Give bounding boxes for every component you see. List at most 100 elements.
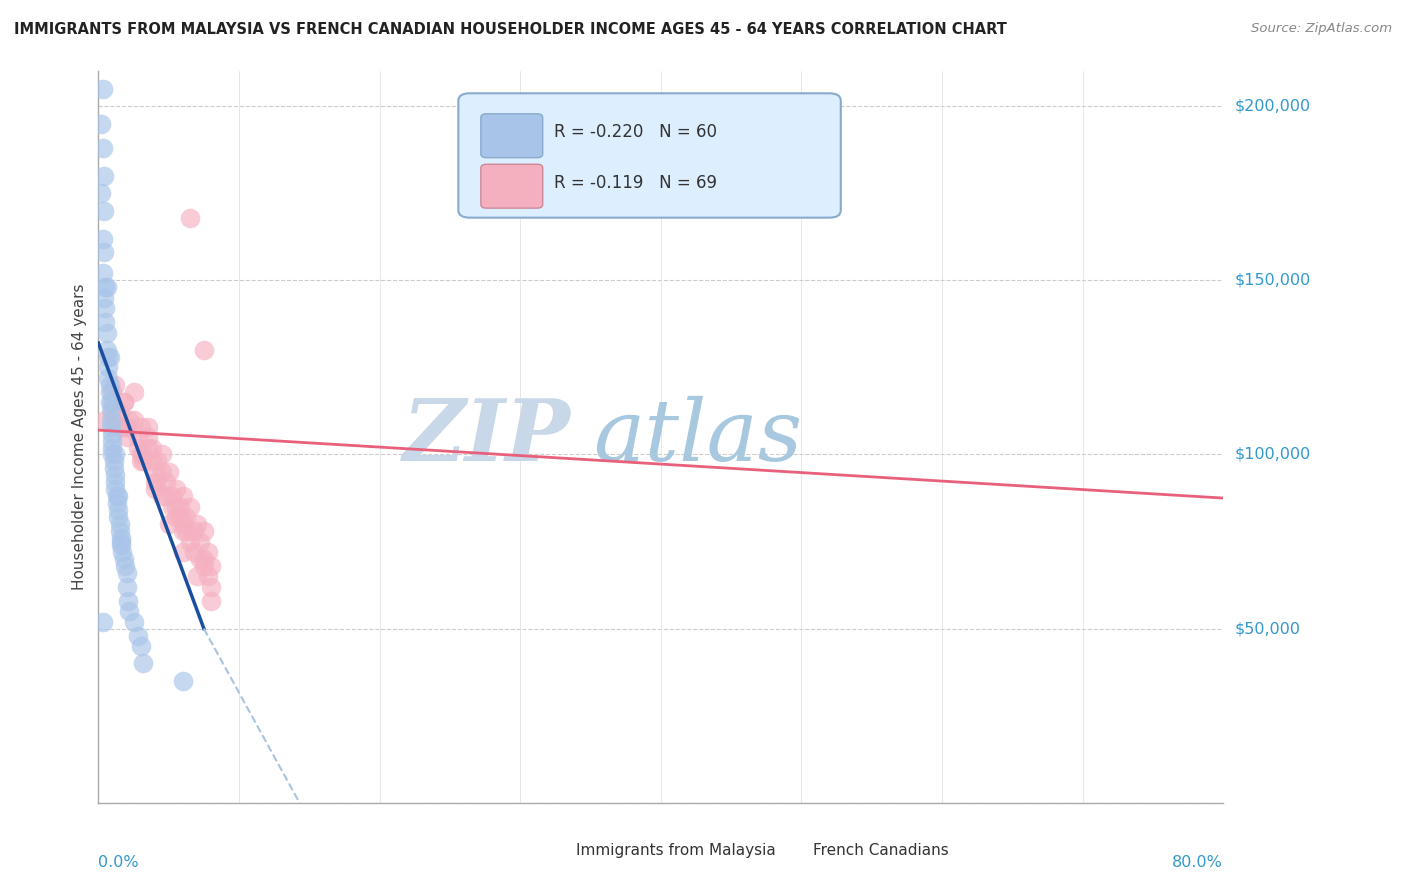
Point [132,448,155,462]
Point [129,419,152,434]
Point [200,580,222,594]
Point [105,489,128,503]
Point [97,350,120,364]
Point [136,419,159,434]
Point [105,496,128,510]
Point [104,377,127,392]
Point [122,615,145,629]
Text: R = -0.119   N = 69: R = -0.119 N = 69 [554,174,717,192]
Point [114,558,136,573]
FancyBboxPatch shape [481,114,543,158]
Text: Immigrants from Malaysia: Immigrants from Malaysia [576,843,776,858]
Point [193,343,215,357]
Point [129,454,152,468]
Text: Source: ZipAtlas.com: Source: ZipAtlas.com [1251,22,1392,36]
Point [143,483,166,497]
Point [107,510,129,524]
Point [188,552,211,566]
Point [183,524,205,538]
Text: $100,000: $100,000 [1234,447,1310,462]
Point [150,489,173,503]
Point [165,483,187,497]
Point [183,545,205,559]
Point [172,524,194,538]
Point [172,517,194,532]
Point [108,406,131,420]
Point [94,301,117,316]
FancyBboxPatch shape [458,94,841,218]
Point [146,454,169,468]
Point [96,343,118,357]
Point [90,186,112,201]
Point [101,406,124,420]
Point [200,594,222,608]
Point [157,517,180,532]
FancyBboxPatch shape [481,164,543,208]
Text: $150,000: $150,000 [1234,273,1310,288]
Point [110,531,132,545]
Point [155,475,177,490]
Point [115,566,138,580]
Point [111,545,134,559]
Point [169,500,191,514]
Point [98,384,121,399]
Point [93,245,115,260]
Point [98,377,121,392]
Point [93,203,115,218]
Point [115,419,138,434]
Point [150,465,173,479]
Point [155,489,177,503]
Point [101,434,124,448]
Point [94,315,117,329]
Point [174,510,197,524]
Point [104,483,127,497]
Text: $200,000: $200,000 [1234,99,1310,113]
Point [97,360,120,375]
Point [122,384,145,399]
Point [91,231,114,245]
Point [197,545,219,559]
Point [179,534,201,549]
Point [143,475,166,490]
Text: 0.0%: 0.0% [98,855,139,870]
FancyBboxPatch shape [529,837,571,869]
Point [165,510,187,524]
Point [193,524,215,538]
Point [104,468,127,483]
Point [118,604,141,618]
Point [143,465,166,479]
Point [172,489,194,503]
Point [108,524,131,538]
Point [97,371,120,385]
Point [103,461,125,475]
Point [100,402,122,417]
Point [160,489,183,503]
Point [129,448,152,462]
Point [200,558,222,573]
Point [193,558,215,573]
Point [117,594,139,608]
Point [101,395,124,409]
Point [108,419,131,434]
Point [103,454,125,468]
Point [107,503,129,517]
Point [101,426,124,441]
Point [96,326,118,340]
Point [115,430,138,444]
Point [101,448,124,462]
Point [91,82,114,96]
Text: IMMIGRANTS FROM MALAYSIA VS FRENCH CANADIAN HOUSEHOLDER INCOME AGES 45 - 64 YEAR: IMMIGRANTS FROM MALAYSIA VS FRENCH CANAD… [14,22,1007,37]
Point [197,569,219,583]
Point [90,117,112,131]
Point [112,552,135,566]
Point [141,454,163,468]
Point [122,412,145,426]
Point [110,534,132,549]
Point [100,412,122,426]
Point [136,441,159,455]
Point [91,615,114,629]
Text: ZIP: ZIP [404,395,571,479]
Point [136,430,159,444]
Point [112,395,135,409]
Text: atlas: atlas [593,396,803,478]
